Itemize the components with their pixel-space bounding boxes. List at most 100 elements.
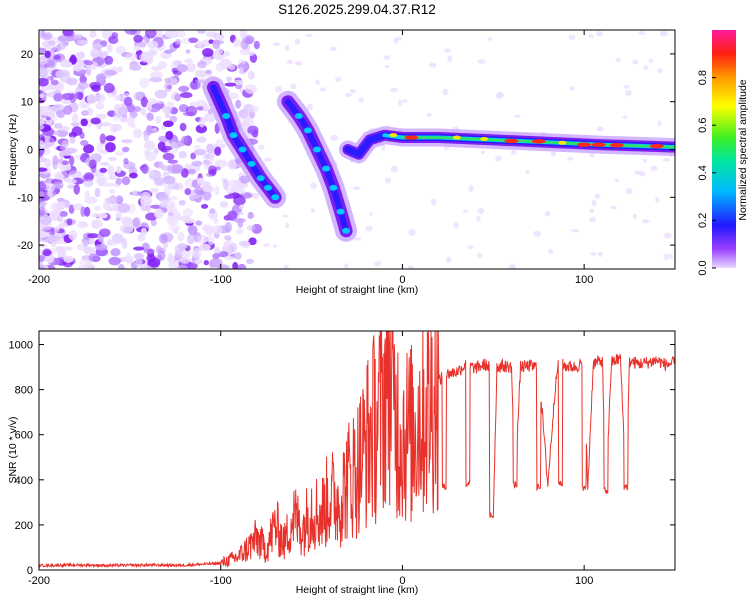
colorbar: 0.0 0.2 0.4 0.6 0.8 Normalized spectral ampl…	[697, 30, 749, 276]
noise-blob	[83, 246, 96, 255]
spectrogram-ytick-label: 10	[21, 97, 33, 109]
noise-blob	[129, 64, 142, 71]
noise-blob	[147, 40, 159, 49]
noise-blob	[193, 144, 201, 150]
noise-blob	[39, 205, 46, 216]
noise-blob	[223, 241, 230, 250]
ridge-peak	[322, 165, 331, 172]
noise-blob	[116, 165, 122, 174]
noise-blob	[107, 165, 115, 176]
snr-ytick-label: 800	[15, 385, 33, 397]
noise-blob	[207, 235, 215, 246]
noise-blob	[632, 59, 638, 65]
noise-blob	[349, 89, 356, 94]
noise-blob	[133, 91, 144, 101]
ridge-peak-yellow	[389, 133, 398, 138]
noise-blob	[247, 70, 255, 80]
noise-blob	[233, 38, 241, 48]
noise-blob	[161, 105, 170, 114]
noise-blob	[39, 93, 45, 99]
noise-blob	[446, 256, 452, 263]
noise-blob	[88, 159, 97, 169]
snr-frame	[38, 330, 676, 571]
noise-blob	[638, 171, 646, 177]
noise-blob	[175, 30, 186, 38]
noise-blob	[307, 103, 314, 111]
noise-blob	[98, 228, 111, 238]
noise-blob	[643, 65, 649, 71]
noise-blob	[83, 144, 95, 154]
noise-blob	[100, 161, 110, 166]
noise-blob	[59, 210, 68, 218]
noise-blob	[104, 55, 114, 65]
noise-blob	[124, 30, 138, 35]
noise-blob	[200, 204, 209, 209]
noise-blob	[108, 256, 121, 266]
noise-blob	[544, 210, 551, 217]
noise-blob	[614, 178, 620, 183]
noise-blob	[384, 177, 392, 184]
noise-blob	[57, 35, 68, 42]
noise-blob	[57, 248, 67, 260]
noise-blob	[97, 212, 108, 219]
noise-blob	[50, 79, 59, 86]
noise-blob	[181, 136, 189, 145]
noise-blob	[63, 105, 73, 116]
noise-blob	[90, 117, 101, 125]
noise-blob	[209, 208, 216, 214]
noise-blob	[94, 243, 108, 251]
noise-blob	[294, 38, 301, 45]
noise-blob	[117, 106, 129, 115]
noise-blob	[389, 88, 398, 93]
noise-blob	[238, 108, 249, 119]
noise-blob	[135, 256, 143, 268]
noise-blob	[115, 45, 127, 55]
noise-blob	[442, 88, 449, 96]
noise-blob	[625, 188, 633, 195]
noise-blob	[73, 184, 81, 195]
noise-blob	[238, 67, 244, 74]
noise-blob	[76, 53, 85, 60]
noise-blob	[51, 209, 61, 217]
spectrogram-xtick-label: -100	[210, 274, 232, 286]
ridge-peak-red	[609, 142, 624, 148]
noise-blob	[175, 38, 182, 45]
noise-blob	[199, 243, 211, 252]
noise-blob	[99, 167, 108, 173]
noise-blob	[263, 243, 270, 247]
noise-blob	[330, 134, 338, 141]
noise-blob	[117, 203, 131, 213]
noise-blob	[390, 165, 398, 173]
snr-xtick-label: 100	[575, 575, 593, 587]
noise-blob	[642, 158, 648, 163]
noise-blob	[310, 182, 317, 189]
noise-blob	[89, 48, 100, 59]
noise-blob	[286, 59, 294, 65]
noise-blob	[61, 92, 75, 101]
noise-blob	[398, 99, 403, 107]
noise-blob	[133, 128, 143, 139]
noise-blob	[133, 44, 141, 52]
noise-blob	[209, 151, 215, 162]
noise-blob	[253, 40, 260, 50]
noise-blob	[194, 79, 205, 84]
noise-blob	[148, 170, 155, 177]
noise-blob	[88, 236, 95, 245]
noise-blob	[315, 79, 320, 86]
spectrogram-xtick-label: -200	[28, 274, 50, 286]
colorbar-gradient	[712, 30, 736, 268]
noise-blob	[513, 114, 521, 118]
noise-blob	[177, 264, 189, 269]
noise-blob	[212, 39, 221, 50]
noise-blob	[103, 82, 115, 94]
noise-blob	[48, 110, 56, 119]
noise-blob	[105, 135, 116, 142]
ridge-peak	[247, 160, 256, 167]
noise-blob	[167, 101, 175, 109]
noise-blob	[39, 140, 45, 150]
noise-blob	[39, 196, 45, 203]
noise-blob	[233, 179, 242, 188]
noise-blob	[213, 247, 220, 254]
noise-blob	[180, 257, 191, 264]
noise-blob	[594, 193, 601, 199]
